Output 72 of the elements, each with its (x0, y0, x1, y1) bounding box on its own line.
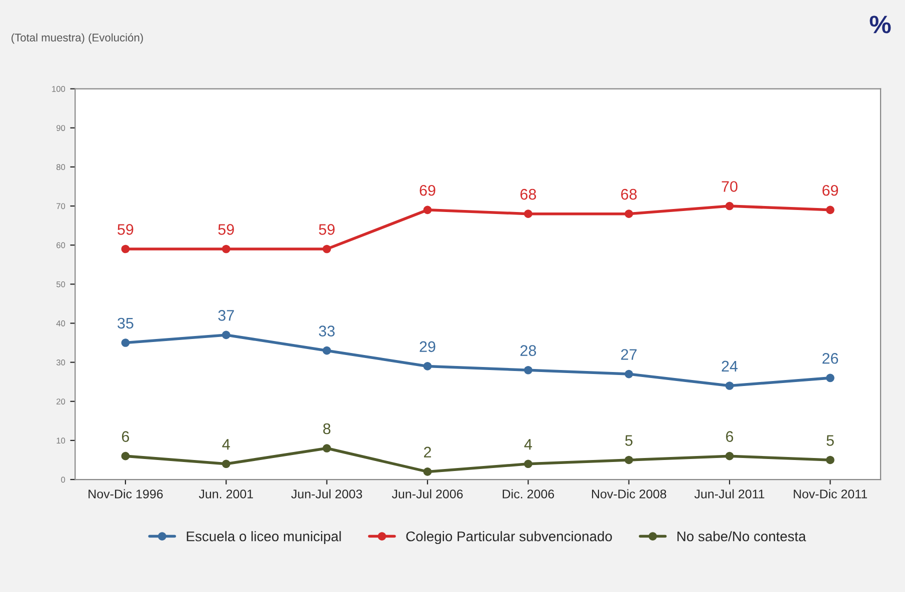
data-label: 24 (722, 360, 738, 372)
point (725, 452, 734, 460)
point (121, 338, 130, 347)
point (322, 346, 331, 355)
data-label: 59 (118, 224, 134, 235)
y-tick-label: 50 (56, 281, 66, 288)
point (725, 382, 734, 390)
point (826, 456, 834, 464)
legend-label: Colegio Particular subvencionado (406, 531, 612, 544)
data-label: 4 (524, 439, 532, 450)
data-label: 68 (520, 188, 536, 200)
point (222, 460, 230, 468)
y-tick-label: 70 (56, 203, 66, 210)
point (624, 456, 634, 464)
data-label: 35 (118, 318, 134, 329)
point (121, 452, 130, 460)
data-label: 8 (323, 423, 330, 434)
point (826, 374, 834, 382)
point (524, 210, 532, 218)
point (826, 206, 834, 214)
data-label: 6 (122, 431, 130, 442)
data-label: 68 (621, 188, 637, 200)
data-label: 27 (621, 349, 637, 360)
data-label: 2 (424, 446, 431, 458)
point (423, 362, 432, 370)
data-label: 37 (218, 310, 234, 321)
y-tick-label: 40 (56, 320, 66, 326)
data-label: 26 (822, 352, 838, 364)
point (725, 202, 734, 210)
y-tick-label: 20 (56, 398, 66, 404)
legend-label: No sabe/No contesta (677, 531, 806, 542)
x-tick-label: Jun-Jul 2006 (392, 489, 463, 498)
point (222, 244, 230, 254)
data-label: 4 (222, 439, 230, 450)
data-label: 33 (318, 326, 335, 336)
point (624, 210, 634, 218)
y-tick-label: 90 (56, 125, 66, 131)
data-label: 6 (726, 431, 734, 442)
point (524, 460, 532, 468)
data-label: 5 (826, 435, 834, 446)
x-tick-label: Jun-Jul 2003 (291, 489, 362, 498)
y-tick-label: 60 (56, 242, 66, 248)
y-tick-label: 30 (56, 360, 66, 366)
point (322, 244, 331, 254)
data-label: 69 (420, 184, 436, 196)
text: % (870, 16, 891, 34)
point (222, 330, 230, 340)
x-tick-label: Jun. 2001 (198, 490, 253, 498)
point (524, 366, 532, 374)
point (624, 370, 634, 378)
y-tick-label: 80 (56, 164, 66, 170)
point (121, 244, 130, 254)
y-tick-label: 100 (52, 86, 66, 92)
data-label: 28 (520, 345, 536, 356)
legend-label: Escuela o liceo municipal (186, 531, 341, 544)
data-label: 5 (625, 435, 632, 446)
data-label: 29 (420, 341, 436, 352)
y-tick-label: 0 (61, 476, 66, 483)
chart-title: (Total muestra) (Evolución) (12, 33, 143, 44)
data-label: 59 (318, 224, 335, 235)
x-tick-label: Dic. 2006 (502, 489, 554, 498)
x-tick-label: Nov-Dic 2008 (592, 489, 666, 498)
point (322, 444, 331, 452)
point (423, 206, 432, 214)
x-tick-label: Nov-Dic 1996 (88, 489, 163, 498)
x-tick-label: Jun-Jul 2011 (694, 489, 764, 498)
point (423, 468, 432, 476)
x-tick-label: Nov-Dic 2011 (794, 489, 868, 498)
y-tick-label: 10 (56, 438, 66, 444)
data-label: 69 (822, 184, 838, 196)
data-label: 59 (218, 224, 234, 235)
data-label: 70 (722, 181, 738, 192)
